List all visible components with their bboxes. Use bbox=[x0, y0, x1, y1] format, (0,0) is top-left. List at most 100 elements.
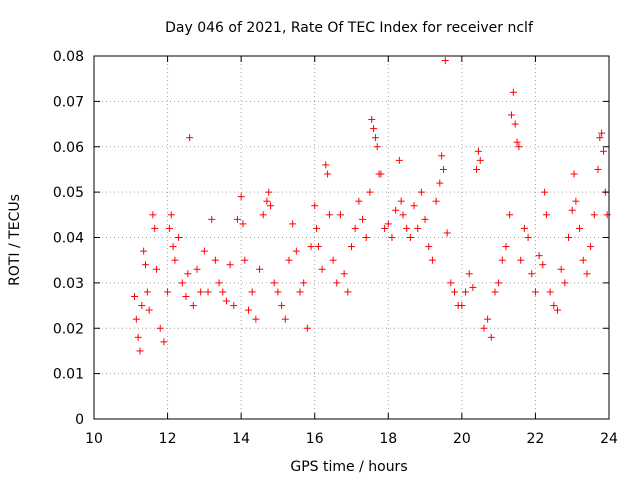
data-point bbox=[511, 120, 519, 128]
data-point bbox=[248, 288, 256, 296]
data-point bbox=[303, 324, 311, 332]
data-point bbox=[274, 288, 282, 296]
data-point bbox=[169, 243, 177, 251]
data-point bbox=[252, 315, 260, 323]
x-tick-label: 14 bbox=[232, 431, 250, 447]
x-axis-label: GPS time / hours bbox=[290, 459, 407, 475]
data-point bbox=[524, 234, 532, 241]
data-point bbox=[193, 265, 201, 273]
data-points-layer bbox=[130, 57, 611, 355]
data-point bbox=[583, 270, 591, 278]
data-point bbox=[245, 306, 252, 314]
y-tick-label: 0.06 bbox=[53, 140, 84, 156]
tick-labels-layer: 10 12 14 16 18 20 22 24 0 0.01 0.02 0.03 0.04 0.05 0.0… bbox=[53, 49, 618, 447]
data-point bbox=[189, 302, 197, 310]
x-tick-label: 10 bbox=[85, 431, 103, 447]
data-point bbox=[351, 224, 359, 232]
data-point bbox=[508, 111, 516, 119]
data-point bbox=[138, 302, 146, 310]
data-point bbox=[579, 256, 587, 264]
data-point bbox=[417, 188, 425, 196]
data-point bbox=[259, 211, 267, 219]
data-point bbox=[498, 256, 506, 264]
data-point bbox=[136, 347, 144, 355]
x-tick-label: 20 bbox=[453, 431, 471, 447]
data-point bbox=[487, 333, 495, 341]
data-point bbox=[292, 247, 300, 255]
data-point bbox=[441, 57, 449, 65]
y-tick-label: 0.05 bbox=[53, 185, 84, 201]
ticks-layer bbox=[93, 55, 610, 420]
data-point bbox=[509, 88, 517, 96]
data-point bbox=[307, 243, 315, 251]
data-point bbox=[333, 279, 341, 287]
data-point bbox=[300, 279, 308, 287]
data-point bbox=[265, 188, 273, 196]
data-point bbox=[535, 252, 543, 260]
data-point bbox=[576, 224, 584, 232]
data-point bbox=[550, 302, 558, 310]
data-point bbox=[513, 138, 521, 146]
data-point bbox=[473, 165, 481, 173]
y-tick-label: 0.04 bbox=[53, 231, 84, 247]
data-point bbox=[256, 265, 264, 273]
data-point bbox=[587, 243, 595, 251]
data-point bbox=[160, 338, 168, 346]
data-point bbox=[428, 256, 436, 264]
data-point bbox=[462, 288, 470, 296]
y-tick-label: 0.01 bbox=[53, 367, 84, 383]
data-point bbox=[546, 288, 554, 296]
data-point bbox=[322, 161, 330, 169]
data-point bbox=[233, 215, 241, 223]
data-point bbox=[414, 224, 422, 232]
data-point bbox=[370, 125, 378, 133]
data-point bbox=[406, 234, 414, 241]
data-point bbox=[458, 302, 466, 310]
data-point bbox=[200, 247, 208, 255]
data-point bbox=[211, 256, 219, 264]
data-point bbox=[599, 147, 607, 155]
data-point bbox=[314, 243, 322, 251]
data-point bbox=[568, 206, 576, 214]
data-point bbox=[215, 279, 223, 287]
data-point bbox=[368, 116, 376, 124]
data-point bbox=[366, 188, 374, 196]
data-point bbox=[438, 152, 446, 160]
data-point bbox=[528, 270, 536, 278]
data-point bbox=[506, 211, 514, 219]
data-point bbox=[186, 134, 194, 142]
data-point bbox=[476, 156, 484, 164]
data-point bbox=[296, 288, 304, 296]
data-point bbox=[226, 261, 234, 269]
data-point bbox=[451, 288, 458, 296]
data-point bbox=[397, 197, 405, 205]
data-point bbox=[184, 270, 192, 278]
data-point bbox=[432, 197, 440, 205]
data-point bbox=[425, 243, 433, 251]
data-point bbox=[204, 288, 212, 296]
y-tick-label: 0.07 bbox=[53, 94, 84, 110]
data-point bbox=[178, 279, 186, 287]
data-point bbox=[517, 256, 525, 264]
data-point bbox=[384, 220, 392, 228]
data-point bbox=[329, 256, 337, 264]
data-point bbox=[515, 143, 523, 151]
data-point bbox=[447, 279, 455, 287]
data-point bbox=[480, 324, 488, 332]
data-point bbox=[377, 170, 385, 178]
data-point bbox=[164, 288, 172, 296]
data-point bbox=[594, 165, 602, 173]
x-tick-label: 12 bbox=[159, 431, 177, 447]
data-point bbox=[421, 215, 429, 223]
data-point bbox=[502, 243, 510, 251]
data-point bbox=[142, 261, 149, 269]
data-point bbox=[197, 288, 205, 296]
data-point bbox=[465, 270, 473, 278]
data-point bbox=[336, 211, 344, 219]
data-point bbox=[531, 288, 539, 296]
data-point bbox=[285, 256, 293, 264]
data-point bbox=[324, 170, 332, 178]
data-point bbox=[539, 261, 547, 269]
data-point bbox=[443, 229, 451, 237]
